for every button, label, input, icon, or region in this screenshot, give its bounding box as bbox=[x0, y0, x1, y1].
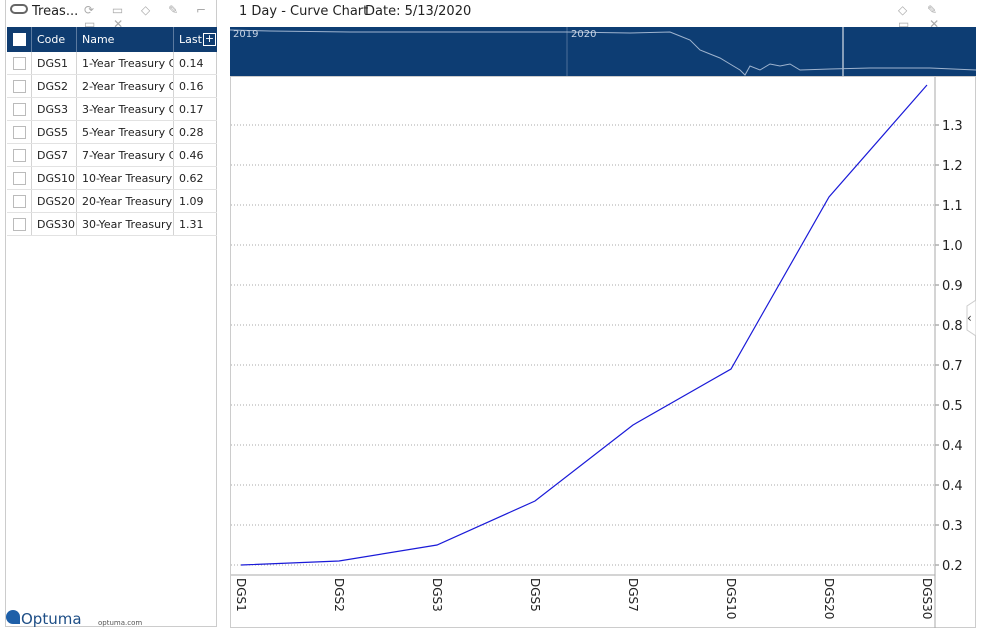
x-tick-label: DGS2 bbox=[332, 578, 346, 612]
y-tick-label: 0.8 bbox=[942, 319, 963, 334]
code-cell: DGS7 bbox=[32, 144, 77, 166]
last-cell: 0.62 bbox=[179, 172, 204, 185]
code-cell: DGS1 bbox=[32, 52, 77, 74]
last-cell: 0.46 bbox=[179, 149, 204, 162]
checkbox-cell bbox=[7, 75, 32, 97]
y-tick-label: 1.3 bbox=[942, 119, 963, 134]
add-column-icon[interactable]: + bbox=[203, 32, 216, 46]
table-row[interactable]: DGS30 30-Year Treasury 1.31 bbox=[7, 213, 217, 236]
x-tick-label: DGS7 bbox=[626, 578, 640, 612]
table-row[interactable]: DGS3 3-Year Treasury C 0.17 bbox=[7, 98, 217, 121]
code-cell: DGS3 bbox=[32, 98, 77, 120]
chart-panel: 1 Day - Curve Chart Date: 5/13/2020 ◇ ✎ … bbox=[230, 0, 976, 628]
line-series bbox=[240, 84, 928, 566]
code-cell: DGS5 bbox=[32, 121, 77, 143]
table-header: Code Name Last + bbox=[7, 27, 217, 52]
side-tab[interactable] bbox=[966, 299, 976, 337]
chart-title: 1 Day - Curve Chart bbox=[239, 4, 369, 19]
chart-date: Date: 5/13/2020 bbox=[365, 4, 472, 19]
checkbox[interactable] bbox=[13, 103, 26, 116]
table-row[interactable]: DGS7 7-Year Treasury C 0.46 bbox=[7, 144, 217, 167]
watchlist-panel: Treas... ⟳ ▭ ◇ ✎ ⌐ ▭ ✕ Code Name Last + … bbox=[5, 0, 217, 628]
y-tick-label: 1.0 bbox=[942, 239, 963, 254]
header-checkbox-cell bbox=[7, 27, 32, 52]
name-cell: 30-Year Treasury bbox=[77, 213, 174, 235]
code-cell: DGS2 bbox=[32, 75, 77, 97]
plot-frame bbox=[230, 76, 976, 628]
y-tick-label: 1.2 bbox=[942, 159, 963, 174]
y-tick-label: 0.3 bbox=[942, 519, 963, 534]
chart: 2019 2020 ‹ 0.2 0.3 0.4 0.4 0.5 0.7 0.8 0.9 1.0 1… bbox=[230, 27, 976, 628]
x-tick-label: DGS3 bbox=[430, 578, 444, 612]
table-row[interactable]: DGS2 2-Year Treasury C 0.16 bbox=[7, 75, 217, 98]
checkbox-cell bbox=[7, 52, 32, 74]
link-icon[interactable] bbox=[10, 4, 28, 14]
y-tick-label: 0.4 bbox=[942, 479, 963, 494]
header-last[interactable]: Last bbox=[179, 33, 202, 46]
x-tick-label: DGS30 bbox=[920, 578, 934, 619]
checkbox[interactable] bbox=[13, 149, 26, 162]
last-cell: 1.09 bbox=[179, 195, 204, 208]
side-tab-arrow[interactable]: ‹ bbox=[967, 311, 972, 325]
last-cell: 0.28 bbox=[179, 126, 204, 139]
checkbox[interactable] bbox=[13, 33, 26, 46]
table-row[interactable]: DGS1 1-Year Treasury C 0.14 bbox=[7, 52, 217, 75]
checkbox[interactable] bbox=[13, 195, 26, 208]
y-tick-label: 0.9 bbox=[942, 279, 963, 294]
y-tick-label: 1.1 bbox=[942, 199, 963, 214]
checkbox[interactable] bbox=[13, 218, 26, 231]
name-cell: 5-Year Treasury C bbox=[77, 121, 174, 143]
panel-title: Treas... bbox=[32, 4, 79, 19]
checkbox-cell bbox=[7, 213, 32, 235]
checkbox-cell bbox=[7, 144, 32, 166]
y-tick-label: 0.2 bbox=[942, 559, 963, 574]
table-row[interactable]: DGS20 20-Year Treasury 1.09 bbox=[7, 190, 217, 213]
x-tick-label: DGS5 bbox=[528, 578, 542, 612]
table-row[interactable]: DGS10 10-Year Treasury 0.62 bbox=[7, 167, 217, 190]
last-cell: 0.16 bbox=[179, 80, 204, 93]
name-cell: 1-Year Treasury C bbox=[77, 52, 174, 74]
checkbox[interactable] bbox=[13, 126, 26, 139]
code-cell: DGS30 bbox=[32, 213, 77, 235]
overview-strip[interactable] bbox=[230, 27, 976, 76]
checkbox-cell bbox=[7, 121, 32, 143]
checkbox[interactable] bbox=[13, 80, 26, 93]
name-cell: 7-Year Treasury C bbox=[77, 144, 174, 166]
table-row[interactable]: DGS5 5-Year Treasury C 0.28 bbox=[7, 121, 217, 144]
checkbox-cell bbox=[7, 190, 32, 212]
checkbox-cell bbox=[7, 167, 32, 189]
last-cell: 0.14 bbox=[179, 57, 204, 70]
overview-line bbox=[230, 29, 976, 76]
header-code[interactable]: Code bbox=[32, 27, 77, 52]
checkbox[interactable] bbox=[13, 57, 26, 70]
x-tick-label: DGS1 bbox=[234, 578, 248, 612]
name-cell: 2-Year Treasury C bbox=[77, 75, 174, 97]
logo-mark bbox=[6, 610, 20, 624]
name-cell: 3-Year Treasury C bbox=[77, 98, 174, 120]
y-tick-label: 0.5 bbox=[942, 399, 963, 414]
last-cell: 0.17 bbox=[179, 103, 204, 116]
last-cell: 1.31 bbox=[179, 218, 204, 231]
header-name[interactable]: Name bbox=[77, 27, 174, 52]
plot: 0.2 0.3 0.4 0.4 0.5 0.7 0.8 0.9 1.0 1.1 1.2 1.3 DGS1… bbox=[231, 77, 963, 628]
name-cell: 20-Year Treasury bbox=[77, 190, 174, 212]
code-cell: DGS10 bbox=[32, 167, 77, 189]
name-cell: 10-Year Treasury bbox=[77, 167, 174, 189]
x-tick-label: DGS10 bbox=[724, 578, 738, 619]
checkbox-cell bbox=[7, 98, 32, 120]
y-tick-label: 0.4 bbox=[942, 439, 963, 454]
logo-text: Optuma bbox=[21, 610, 82, 628]
overview-label: 2019 bbox=[233, 29, 258, 40]
x-tick-label: DGS20 bbox=[822, 578, 836, 619]
y-tick-label: 0.7 bbox=[942, 359, 963, 374]
logo-url[interactable]: optuma.com bbox=[98, 619, 143, 627]
checkbox[interactable] bbox=[13, 172, 26, 185]
overview-label: 2020 bbox=[571, 29, 596, 40]
code-cell: DGS20 bbox=[32, 190, 77, 212]
